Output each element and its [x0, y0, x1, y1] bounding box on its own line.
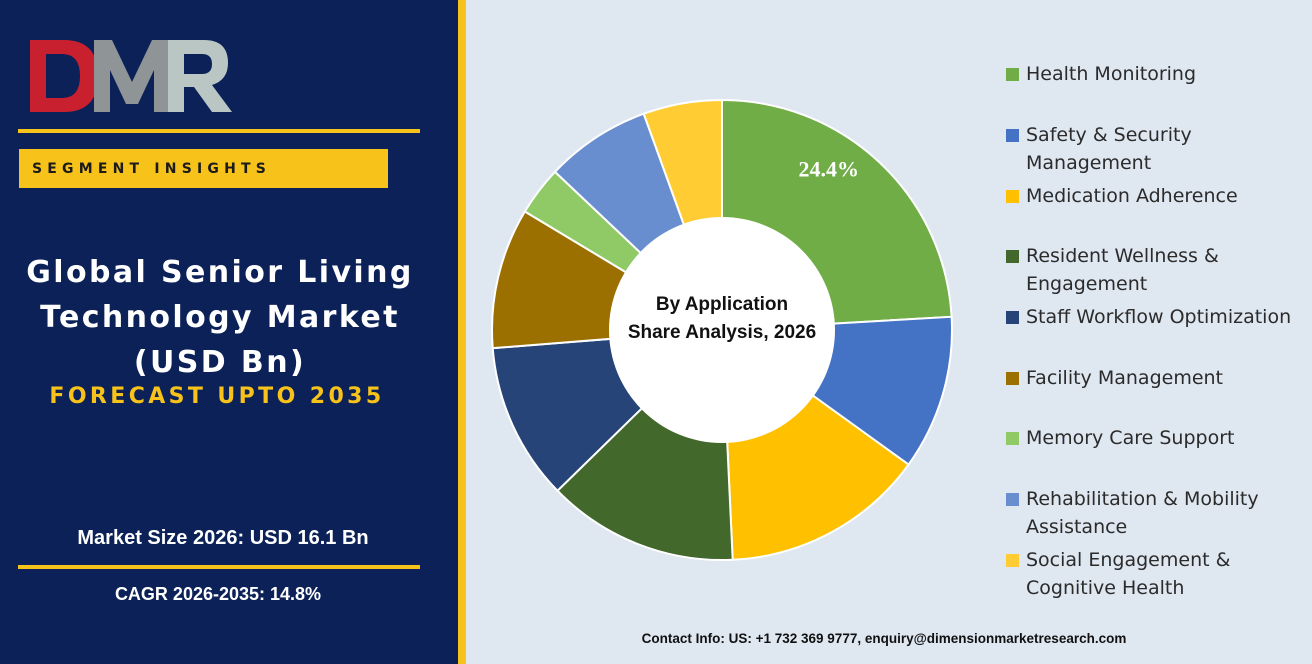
forecast-subtitle: FORECAST UPTO 2035 [49, 384, 385, 409]
logo-letter-m [94, 40, 170, 112]
data-labels: 24.4% [798, 156, 859, 181]
legend-swatch [1006, 372, 1019, 385]
legend-swatch [1006, 311, 1019, 324]
legend-swatch [1006, 250, 1019, 263]
title-line-3: (USD Bn) [133, 345, 307, 380]
dmr-logo [30, 40, 232, 112]
legend-swatch [1006, 554, 1019, 567]
legend-label: Medication Adherence [1026, 182, 1311, 210]
legend-label-line: Staff Workflow Optimization [1026, 306, 1292, 328]
legend-swatch [1006, 190, 1019, 203]
badge-label: SEGMENT INSIGHTS [32, 160, 272, 177]
stats-divider [18, 565, 420, 569]
legend-label-line: Rehabilitation & Mobility [1026, 488, 1259, 510]
legend-label-line: Management [1026, 152, 1152, 174]
legend-label-line: Memory Care Support [1026, 427, 1235, 449]
legend-swatch [1006, 68, 1019, 81]
legend-label-line: Facility Management [1026, 367, 1224, 389]
legend-label-line: Assistance [1026, 516, 1128, 538]
legend-label: Staff Workflow Optimization [1026, 303, 1311, 331]
legend-label: Social Engagement & Cognitive Health [1026, 546, 1311, 602]
contact-info: Contact Info: US: +1 732 369 9777, enqui… [641, 631, 1127, 646]
legend-label-line: Health Monitoring [1026, 63, 1197, 85]
legend-swatch [1006, 129, 1019, 142]
legend-label: Facility Management [1026, 364, 1311, 392]
left-panel: SEGMENT INSIGHTS Global Senior Living Te… [0, 0, 458, 664]
legend-label: Health Monitoring [1026, 60, 1311, 88]
legend-label-line: Safety & Security [1026, 124, 1192, 146]
legend-swatch [1006, 432, 1019, 445]
legend-label-line: Engagement [1026, 273, 1148, 295]
legend-label-line: Medication Adherence [1026, 185, 1238, 207]
donut-chart: By Application Share Analysis, 2026 24.4… [491, 98, 953, 561]
title-line-2: Technology Market [40, 300, 400, 335]
donut-hole [609, 217, 835, 443]
data-label: 24.4% [798, 156, 859, 181]
panel-divider [458, 0, 466, 664]
center-label-line-1: By Application [656, 294, 788, 315]
center-label-line-2: Share Analysis, 2026 [628, 322, 816, 343]
title-line-1: Global Senior Living [26, 255, 414, 290]
logo-letter-d [30, 40, 98, 112]
legend-label-line: Social Engagement & [1026, 549, 1231, 571]
legend-swatch [1006, 493, 1019, 506]
market-size-text: Market Size 2026: USD 16.1 Bn [77, 527, 369, 549]
legend-label-line: Cognitive Health [1026, 577, 1185, 599]
cagr-text: CAGR 2026-2035: 14.8% [114, 584, 322, 604]
legend-label: Rehabilitation & Mobility Assistance [1026, 485, 1311, 541]
legend-label: Safety & Security Management [1026, 121, 1311, 177]
segment-insights-badge: SEGMENT INSIGHTS [19, 149, 388, 188]
logo-letter-r [168, 40, 232, 112]
legend-label: Resident Wellness & Engagement [1026, 242, 1311, 298]
legend-label: Memory Care Support [1026, 424, 1311, 452]
page-title: Global Senior Living Technology Market (… [0, 250, 440, 385]
legend-label-line: Resident Wellness & [1026, 245, 1219, 267]
logo-underline [18, 129, 420, 133]
